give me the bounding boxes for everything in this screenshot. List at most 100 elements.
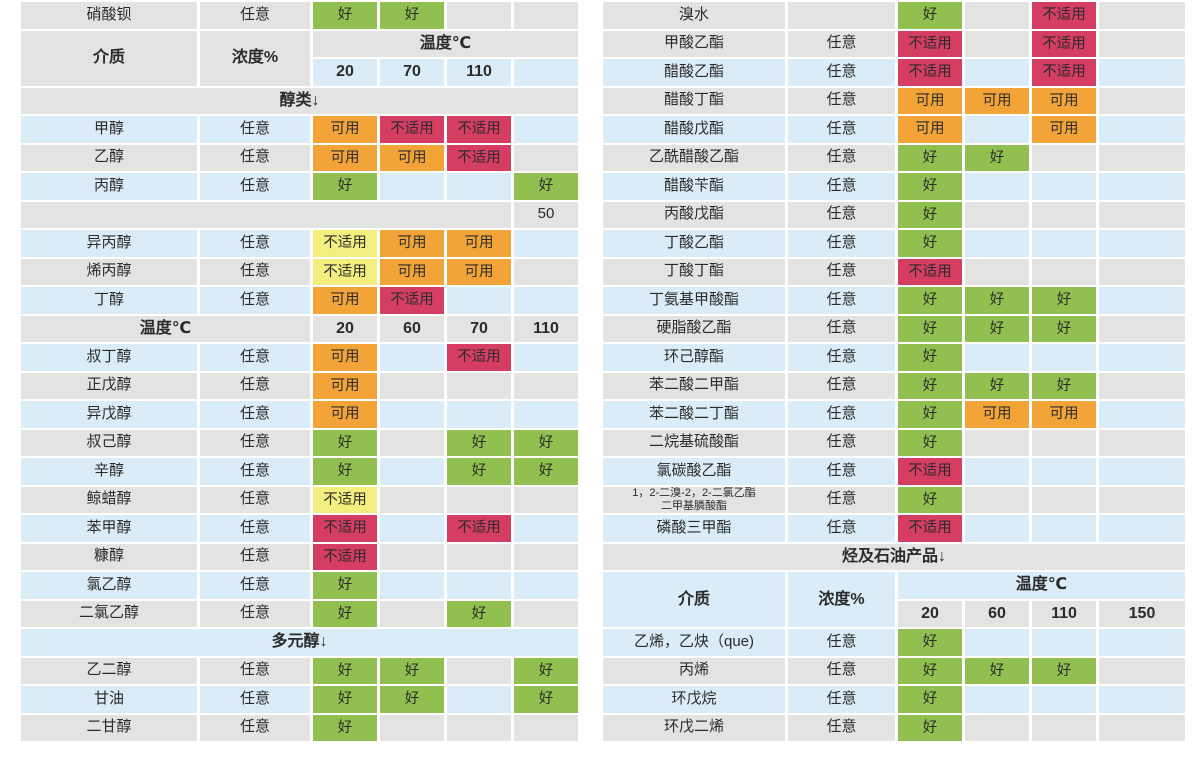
concentration-cell: 任意 — [200, 230, 310, 257]
chemical-compatibility-table-right: 溴水好不适用 甲酸乙酯 任意 不适用 不适用 醋酸乙酯 任意 不适用 不适用 醋酸丁酯 任意 可用 可用… — [600, 0, 1188, 743]
status-cell: 可用 — [313, 401, 377, 428]
concentration-cell: 任意 — [200, 372, 310, 399]
empty-cell — [1099, 515, 1185, 542]
concentration-cell: 任意 — [200, 258, 310, 285]
empty-cell — [965, 429, 1029, 456]
media-cell: 醋酸丁酯 — [603, 87, 785, 114]
status-cell: 不适用 — [447, 515, 511, 542]
media-cell: 乙二醇 — [21, 657, 197, 684]
table-row: 50 — [21, 201, 578, 228]
concentration-cell: 任意 — [788, 315, 895, 342]
status-cell: 可用 — [313, 344, 377, 371]
table-row: 丁酸乙酯 任意好 — [603, 230, 1185, 257]
header-media-label: 介质 — [603, 572, 785, 627]
concentration-cell: 任意 — [788, 201, 895, 228]
media-cell: 环己醇酯 — [603, 344, 785, 371]
empty-cell — [514, 230, 578, 257]
status-cell: 可用 — [965, 87, 1029, 114]
table-row: 氯乙醇 任意好 — [21, 572, 578, 599]
status-cell: 不适用 — [1032, 2, 1096, 29]
temperature-value-cell: 110 — [1032, 600, 1096, 627]
status-cell: 好 — [1032, 287, 1096, 314]
media-cell: 鲸蜡醇 — [21, 486, 197, 513]
empty-cell — [514, 59, 578, 86]
media-cell: 乙醇 — [21, 144, 197, 171]
empty-cell — [514, 401, 578, 428]
empty-cell — [1099, 173, 1185, 200]
empty-cell — [380, 543, 444, 570]
media-cell: 磷酸三甲酯 — [603, 515, 785, 542]
media-cell: 甲醇 — [21, 116, 197, 143]
header-concentration-label: 浓度% — [788, 572, 895, 627]
empty-cell — [447, 372, 511, 399]
media-cell: 乙酰醋酸乙酯 — [603, 144, 785, 171]
concentration-cell: 任意 — [788, 87, 895, 114]
concentration-cell: 任意 — [200, 173, 310, 200]
empty-cell — [1099, 629, 1185, 656]
status-cell: 好 — [447, 600, 511, 627]
status-cell: 好 — [898, 686, 962, 713]
status-cell: 好 — [313, 714, 377, 741]
concentration-cell: 任意 — [788, 372, 895, 399]
table-row: 丙烯 任意好好好 — [603, 657, 1185, 684]
concentration-cell: 任意 — [200, 287, 310, 314]
empty-cell — [447, 2, 511, 29]
header-temperature-label: 温度℃ — [898, 572, 1185, 599]
compatibility-table-right: 溴水好不适用 甲酸乙酯 任意 不适用 不适用 醋酸乙酯 任意 不适用 不适用 醋酸丁酯 任意 可用 可用… — [600, 0, 1188, 743]
temperature-value-cell: 70 — [380, 59, 444, 86]
status-cell: 好 — [965, 657, 1029, 684]
temperature-value-cell: 150 — [1099, 600, 1185, 627]
media-cell: 乙烯，乙炔（que) — [603, 629, 785, 656]
concentration-cell: 任意 — [200, 401, 310, 428]
status-cell: 好 — [447, 458, 511, 485]
empty-cell — [380, 401, 444, 428]
empty-cell — [965, 173, 1029, 200]
empty-cell — [447, 657, 511, 684]
table-row: 醋酸苄酯 任意好 — [603, 173, 1185, 200]
table-row: 20 60 110 150 — [603, 600, 1185, 627]
empty-cell — [965, 258, 1029, 285]
note-cell: 50 — [514, 201, 578, 228]
concentration-cell: 任意 — [788, 30, 895, 57]
status-cell: 好 — [380, 657, 444, 684]
concentration-cell: 任意 — [788, 258, 895, 285]
empty-cell — [514, 572, 578, 599]
media-cell: 糠醇 — [21, 543, 197, 570]
empty-cell — [1099, 372, 1185, 399]
empty-cell — [514, 714, 578, 741]
section-header: 多元醇↓ — [21, 629, 578, 656]
media-cell: 丁酸丁酯 — [603, 258, 785, 285]
status-cell: 好 — [380, 686, 444, 713]
empty-cell — [1099, 686, 1185, 713]
empty-cell — [514, 543, 578, 570]
empty-cell — [380, 458, 444, 485]
empty-cell — [447, 486, 511, 513]
empty-cell — [965, 230, 1029, 257]
status-cell: 可用 — [313, 372, 377, 399]
status-cell: 可用 — [380, 230, 444, 257]
empty-cell — [447, 543, 511, 570]
empty-cell — [380, 173, 444, 200]
media-cell: 醋酸戊酯 — [603, 116, 785, 143]
status-cell: 好 — [965, 315, 1029, 342]
empty-cell — [514, 2, 578, 29]
empty-cell — [1099, 258, 1185, 285]
empty-cell — [1032, 429, 1096, 456]
empty-cell — [1099, 657, 1185, 684]
empty-cell — [965, 2, 1029, 29]
empty-cell — [514, 372, 578, 399]
table-row: 磷酸三甲酯 任意 不适用 — [603, 515, 1185, 542]
status-cell: 可用 — [898, 116, 962, 143]
status-cell: 好 — [1032, 372, 1096, 399]
concentration-cell: 任意 — [788, 714, 895, 741]
empty-cell — [1032, 201, 1096, 228]
empty-cell — [1032, 258, 1096, 285]
table-row: 1，2-二溴-2，2-二氯乙酯 二甲基膦酸酯 任意好 — [603, 486, 1185, 513]
media-cell: 甘油 — [21, 686, 197, 713]
empty-cell — [1032, 714, 1096, 741]
media-cell: 丁酸乙酯 — [603, 230, 785, 257]
media-cell: 丁氨基甲酸酯 — [603, 287, 785, 314]
empty-cell — [447, 173, 511, 200]
empty-cell — [1099, 87, 1185, 114]
concentration-cell: 任意 — [200, 458, 310, 485]
